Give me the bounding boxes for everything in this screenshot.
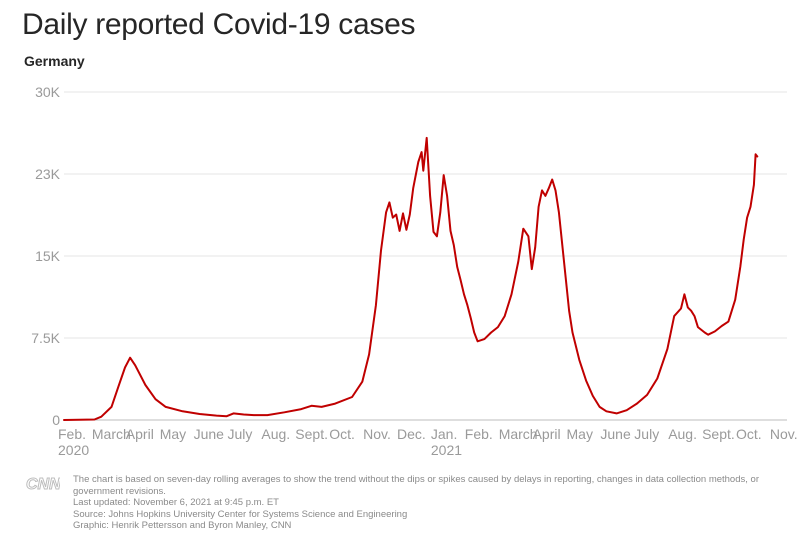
x-tick-label: Sept. [295,426,328,442]
x-tick-label: Oct. [736,426,762,442]
x-tick-label: Aug. [668,426,697,442]
grid-lines [64,91,787,421]
x-tick-label: Feb. [465,426,493,442]
footer-source: Source: Johns Hopkins University Center … [73,508,408,520]
x-tick-label: Feb. [58,426,86,442]
chart-subtitle: Germany [24,53,85,69]
x-tick-label: Aug. [261,426,290,442]
x-tick-label: April [533,426,561,442]
series-line [63,136,759,421]
x-tick-label: Jan. [431,426,457,442]
x-tick-label: May [160,426,186,442]
x-tick-label: July [634,426,659,442]
cnn-logo: CNN [26,476,60,493]
footer-note: The chart is based on seven-day rolling … [73,474,759,497]
y-tick-label: 0 [52,412,60,428]
x-tick-label: May [567,426,593,442]
x-tick-label: Sept. [702,426,735,442]
y-tick-label: 23K [35,166,61,182]
y-tick-label: 7.5K [31,330,60,346]
x-tick-label: Nov. [770,426,798,442]
x-tick-label: June [194,426,225,442]
x-tick-label: Nov. [363,426,391,442]
x-tick-label: March [92,426,131,442]
x-tick-label: July [228,426,253,442]
footer: The chart is based on seven-day rolling … [73,474,803,532]
x-year-label: 2020 [58,442,89,458]
series-group [63,136,759,421]
x-tick-label: June [600,426,631,442]
y-axis-ticks: 0 7.5K 15K 23K 30K [31,84,60,428]
svg-text:CNN: CNN [26,476,60,492]
x-tick-label: April [126,426,154,442]
chart-title: Daily reported Covid-19 cases [22,8,416,41]
x-tick-label: Oct. [329,426,355,442]
footer-updated: Last updated: November 6, 2021 at 9:45 p… [73,497,279,509]
footer-graphic: Graphic: Henrik Pettersson and Byron Man… [73,520,292,532]
x-tick-label: Dec. [397,426,426,442]
x-year-label: 2021 [431,442,462,458]
x-tick-label: March [499,426,538,442]
y-tick-label: 15K [35,248,61,264]
y-tick-label: 30K [35,84,61,100]
